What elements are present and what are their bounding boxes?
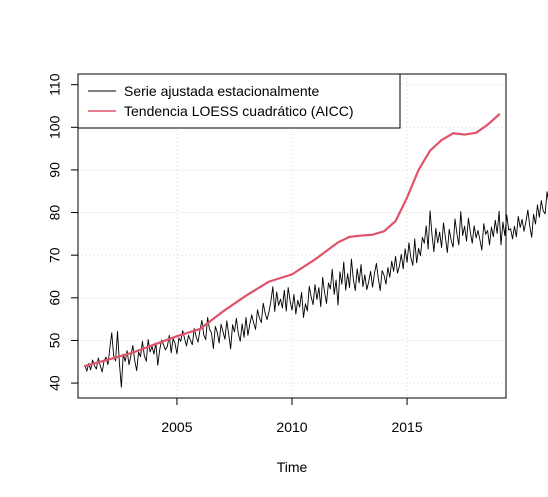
x-tick-label: 2005 [161,419,192,435]
legend-label: Serie ajustada estacionalmente [124,83,320,99]
y-tick-label: 50 [47,332,63,348]
x-axis: 2005 2010 2015 [161,397,423,435]
legend: Serie ajustada estacionalmente Tendencia … [77,73,401,129]
y-tick-label: 100 [47,115,63,139]
x-tick-label: 2015 [391,419,422,435]
y-tick-label: 60 [47,290,63,306]
y-tick-label: 40 [47,375,63,391]
grid-lines [78,74,506,398]
series-line-adjusted [84,191,548,388]
y-tick-label: 90 [47,162,63,178]
y-axis: 40 50 60 70 80 90 100 110 [47,73,79,391]
legend-box [77,73,401,129]
legend-label: Tendencia LOESS cuadrático (AICC) [124,103,354,119]
x-tick-label: 2010 [276,419,307,435]
y-tick-label: 70 [47,247,63,263]
y-tick-label: 80 [47,205,63,221]
series-line-trend [83,113,501,368]
y-tick-label: 110 [47,73,63,96]
x-axis-title: Time [277,459,308,475]
series-layer [83,113,548,388]
